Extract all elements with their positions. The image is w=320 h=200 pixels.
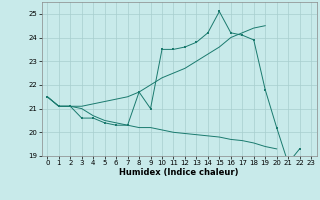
X-axis label: Humidex (Indice chaleur): Humidex (Indice chaleur) [119,168,239,177]
